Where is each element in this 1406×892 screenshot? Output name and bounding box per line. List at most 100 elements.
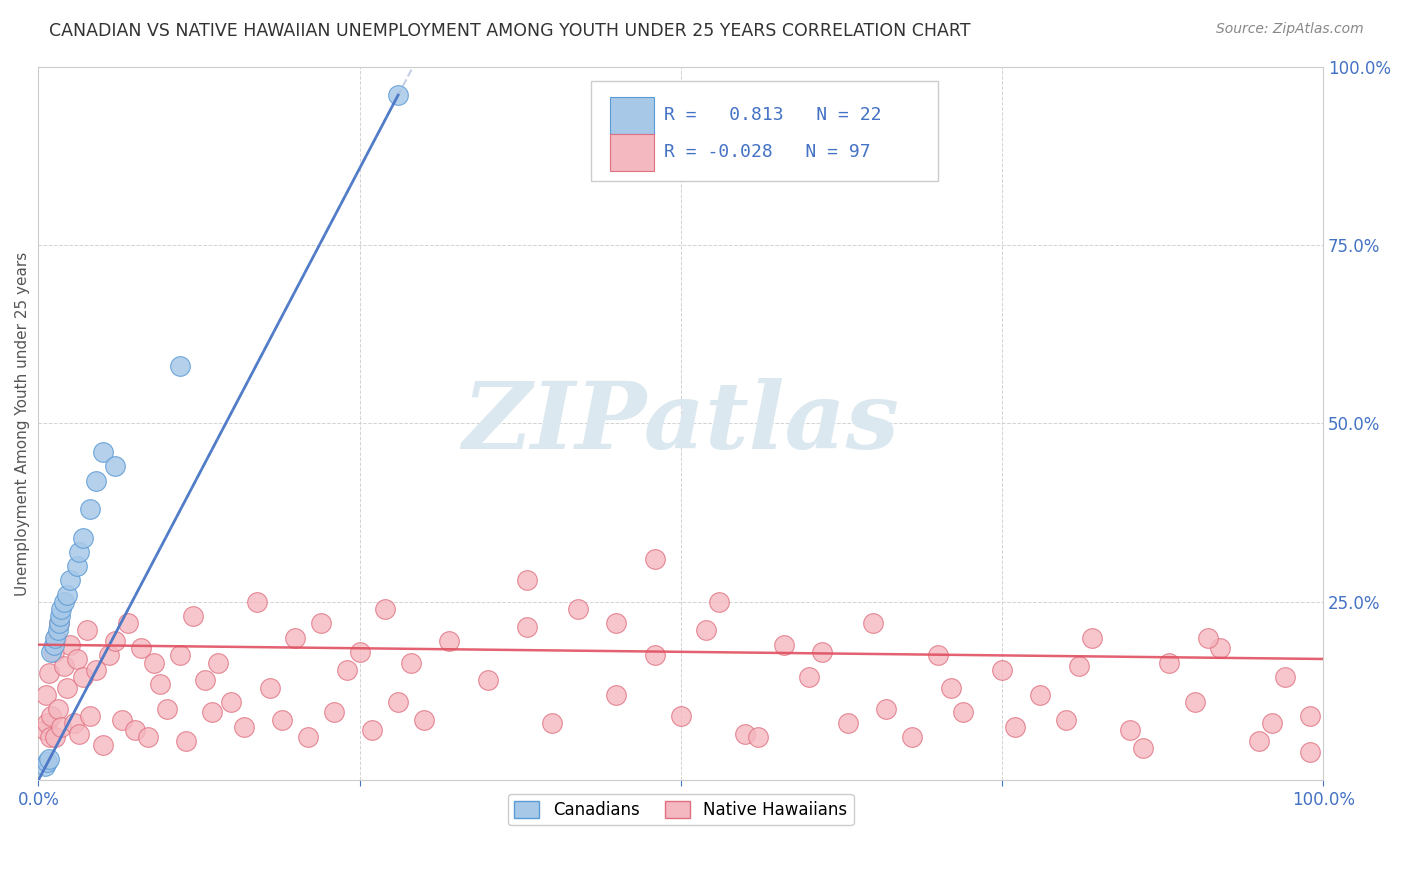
Point <box>72 670 94 684</box>
Point <box>38 752 60 766</box>
Point <box>104 634 127 648</box>
Legend: Canadians, Native Hawaiians: Canadians, Native Hawaiians <box>508 794 853 825</box>
Point <box>44 731 66 745</box>
Point <box>399 656 422 670</box>
Point <box>1299 709 1322 723</box>
Point <box>66 559 89 574</box>
Point <box>136 731 159 745</box>
Point <box>644 552 666 566</box>
Point <box>387 695 409 709</box>
Point <box>91 738 114 752</box>
Point <box>927 648 949 663</box>
Point <box>1081 631 1104 645</box>
Point <box>117 616 139 631</box>
Point <box>38 666 60 681</box>
Point <box>336 663 359 677</box>
Point <box>46 624 69 638</box>
Point <box>349 645 371 659</box>
Point <box>605 616 627 631</box>
Point <box>48 616 70 631</box>
Point <box>799 670 821 684</box>
Point <box>605 688 627 702</box>
Point <box>35 688 58 702</box>
Point <box>1054 713 1077 727</box>
Point <box>1029 688 1052 702</box>
Point <box>284 631 307 645</box>
Point <box>541 716 564 731</box>
Point <box>69 727 91 741</box>
Point <box>104 459 127 474</box>
Point <box>69 545 91 559</box>
Point <box>361 723 384 738</box>
Point <box>63 716 86 731</box>
FancyBboxPatch shape <box>591 81 938 181</box>
Text: R = -0.028   N = 97: R = -0.028 N = 97 <box>664 144 870 161</box>
Point <box>37 716 59 731</box>
FancyBboxPatch shape <box>610 96 654 134</box>
Point <box>837 716 859 731</box>
Point <box>59 574 82 588</box>
Point <box>991 663 1014 677</box>
Point <box>38 731 60 745</box>
Point <box>49 609 72 624</box>
Point <box>181 609 204 624</box>
Point <box>297 731 319 745</box>
Text: ZIPatlas: ZIPatlas <box>463 378 900 468</box>
Point <box>53 659 76 673</box>
Point <box>44 631 66 645</box>
Point <box>246 595 269 609</box>
Point <box>1157 656 1180 670</box>
Point <box>143 656 166 670</box>
Point <box>387 88 409 103</box>
Point <box>1184 695 1206 709</box>
Point <box>169 648 191 663</box>
Point <box>747 731 769 745</box>
Point <box>84 663 107 677</box>
Text: R =   0.813   N = 22: R = 0.813 N = 22 <box>664 106 882 124</box>
Point <box>1299 745 1322 759</box>
Point <box>1209 641 1232 656</box>
Point <box>516 574 538 588</box>
Point <box>39 709 62 723</box>
Point <box>1261 716 1284 731</box>
Point <box>72 531 94 545</box>
Point <box>811 645 834 659</box>
Point <box>124 723 146 738</box>
Point <box>42 645 65 659</box>
Point <box>76 624 98 638</box>
Point <box>45 631 67 645</box>
Text: Source: ZipAtlas.com: Source: ZipAtlas.com <box>1216 22 1364 37</box>
Point <box>51 602 73 616</box>
Point <box>55 588 77 602</box>
Point <box>709 595 731 609</box>
Point <box>51 720 73 734</box>
Point <box>129 641 152 656</box>
Point <box>271 713 294 727</box>
Point <box>55 681 77 695</box>
Point <box>98 648 121 663</box>
FancyBboxPatch shape <box>610 134 654 170</box>
Point <box>201 706 224 720</box>
Point <box>111 713 134 727</box>
Point <box>1067 659 1090 673</box>
Point <box>34 759 56 773</box>
Point <box>669 709 692 723</box>
Point <box>174 734 197 748</box>
Point <box>1132 741 1154 756</box>
Point <box>1247 734 1270 748</box>
Point <box>1004 720 1026 734</box>
Point <box>259 681 281 695</box>
Point <box>1119 723 1142 738</box>
Point <box>374 602 396 616</box>
Point <box>59 638 82 652</box>
Point <box>34 723 56 738</box>
Point <box>901 731 924 745</box>
Text: CANADIAN VS NATIVE HAWAIIAN UNEMPLOYMENT AMONG YOUTH UNDER 25 YEARS CORRELATION : CANADIAN VS NATIVE HAWAIIAN UNEMPLOYMENT… <box>49 22 970 40</box>
Point <box>952 706 974 720</box>
Point <box>149 677 172 691</box>
Point <box>412 713 434 727</box>
Point <box>207 656 229 670</box>
Point <box>567 602 589 616</box>
Point <box>939 681 962 695</box>
Point <box>322 706 344 720</box>
